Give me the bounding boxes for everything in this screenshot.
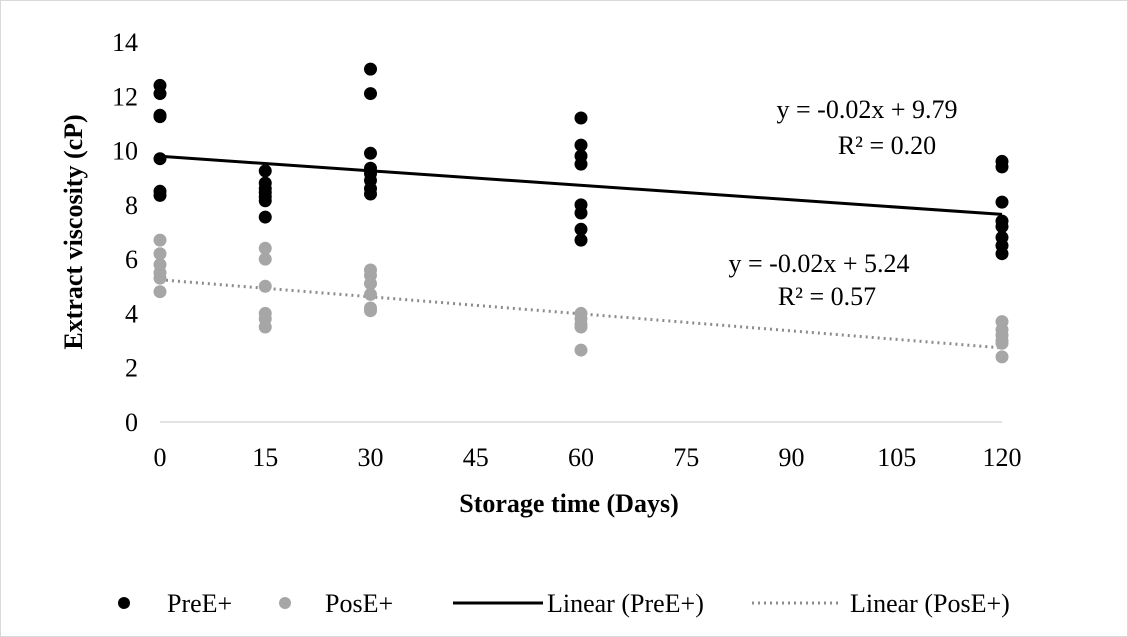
pos-point [574,343,588,357]
x-tick-label: 60 [568,443,594,472]
pre-point [258,164,272,178]
data-points [153,62,1009,364]
pre-point [153,188,167,202]
pre-equation-line1: y = -0.02x + 9.79 [777,95,958,124]
pos-point [574,320,588,334]
x-tick-label: 75 [673,443,699,472]
x-axis-label: Storage time (Days) [459,489,679,518]
y-tick-label: 14 [112,28,138,57]
pos-point [995,350,1009,364]
pre-point [153,110,167,124]
pre-point [258,210,272,224]
y-tick-label: 0 [125,408,138,437]
y-axis-title: Extract viscosity (cP) [59,114,88,349]
legend-label-pre: PreE+ [167,589,232,618]
pos-point [364,287,377,301]
pre-point [574,138,588,152]
pre-point [364,87,377,101]
pre-point [574,111,588,125]
pre-point [995,160,1009,174]
pre-point [574,157,588,171]
pos-point [364,277,377,291]
pos-point [153,247,167,261]
x-tick-label: 120 [983,443,1022,472]
x-tick-label: 15 [252,443,278,472]
legend: PreE+ PosE+ Linear (PreE+) Linear (PosE+… [118,589,1010,618]
pos-point [995,336,1009,350]
pre-point [574,206,588,220]
trendline-pos [159,278,1003,350]
y-axis-ticks: 0 2 4 6 8 10 12 14 [112,28,138,437]
pre-equation-annotation: y = -0.02x + 9.79 R² = 0.20 [777,95,958,160]
y-tick-label: 12 [112,82,138,111]
y-tick-label: 4 [125,299,138,328]
pos-point [364,304,377,318]
trendlines [159,154,1003,350]
y-axis-label: Extract viscosity (cP) [59,114,88,349]
x-tick-label: 30 [358,443,384,472]
pre-point [364,62,377,76]
legend-label-linear-pre: Linear (PreE+) [547,589,704,618]
pos-point [258,320,272,334]
y-tick-label: 2 [125,354,138,383]
pre-point [364,146,377,160]
legend-label-pos: PosE+ [325,589,393,618]
x-tick-label: 105 [877,443,916,472]
pos-point [153,285,167,299]
pos-point [258,241,272,255]
pre-point [995,220,1009,234]
pos-point [258,279,272,293]
pre-point [364,187,377,201]
pos-equation-line2: R² = 0.57 [778,282,876,311]
y-tick-label: 10 [112,137,138,166]
pre-point [995,195,1009,209]
pos-equation-annotation: y = -0.02x + 5.24 R² = 0.57 [729,249,910,311]
pre-point [995,247,1009,261]
pos-point [153,233,167,247]
pre-point [574,222,588,236]
pre-point [153,87,167,101]
legend-marker-pos [279,597,291,609]
pre-point [258,194,272,208]
pre-point [153,152,167,166]
x-tick-label: 45 [463,443,489,472]
pos-point [153,271,167,285]
y-tick-label: 8 [125,191,138,220]
pos-equation-line1: y = -0.02x + 5.24 [729,249,910,278]
pre-equation-line2: R² = 0.20 [838,131,936,160]
trendline-pre [159,154,1003,216]
pos-point [258,252,272,266]
legend-marker-pre [118,597,130,609]
pre-point [574,233,588,247]
legend-label-linear-pos: Linear (PosE+) [850,589,1010,618]
y-tick-label: 6 [125,245,138,274]
x-axis-ticks: 0 15 30 45 60 75 90 105 120 [154,443,1022,472]
x-tick-label: 90 [779,443,805,472]
x-tick-label: 0 [154,443,167,472]
